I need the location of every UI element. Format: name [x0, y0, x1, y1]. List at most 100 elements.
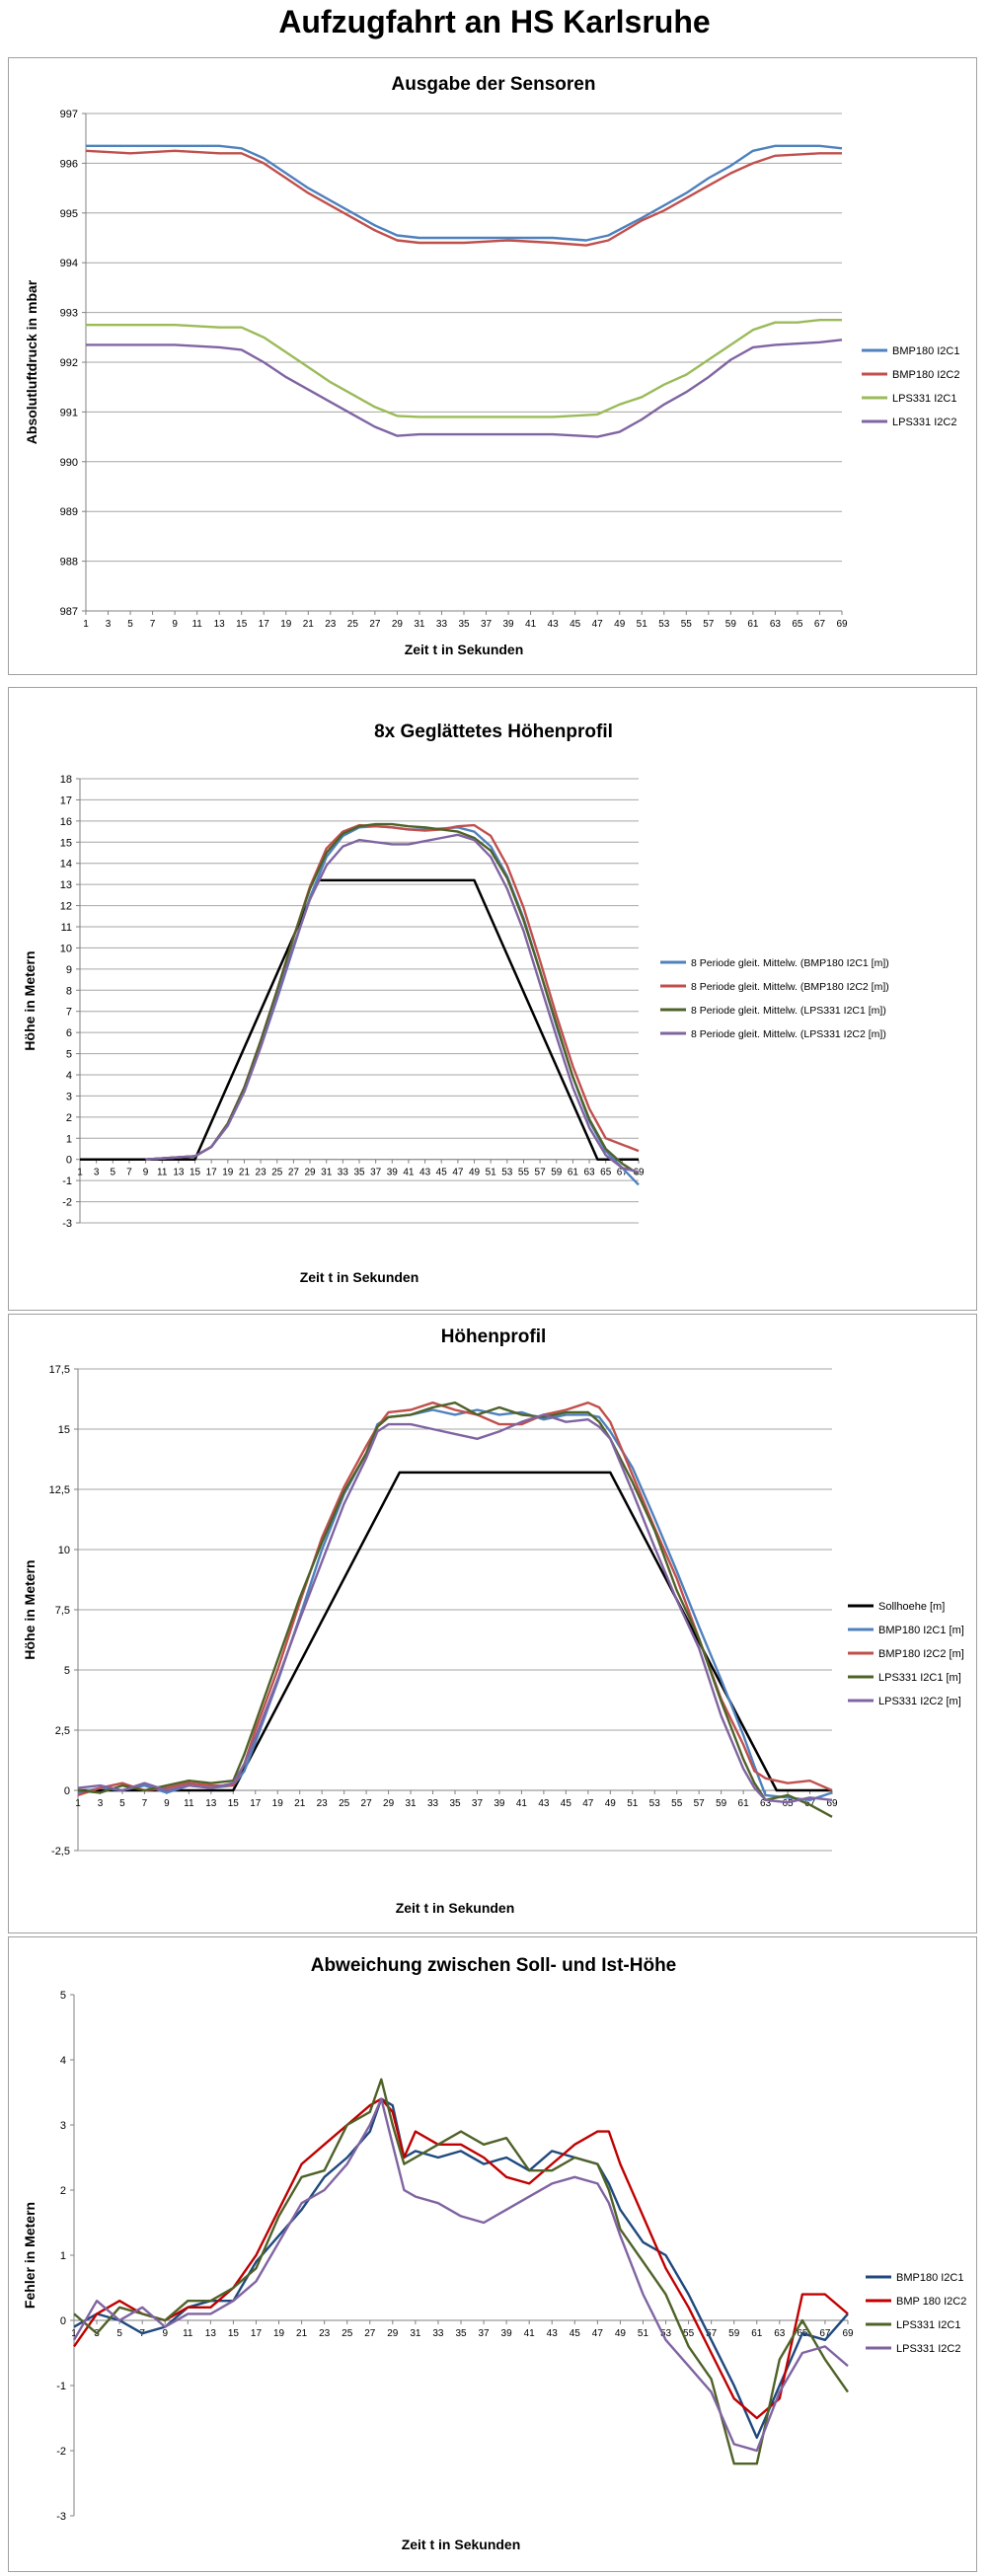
x-tick-label: 11	[157, 1168, 168, 1178]
x-tick-label: 41	[516, 1798, 528, 1809]
series-line-bmp-180-i2c2	[73, 2097, 849, 2420]
x-tick-label: 63	[760, 1798, 772, 1809]
y-tick-label: -3	[62, 1218, 72, 1230]
x-tick-label: 33	[432, 2328, 444, 2339]
x-tick-label: 65	[600, 1168, 612, 1178]
x-tick-label: 7	[142, 1798, 148, 1809]
x-tick-label: 31	[414, 619, 425, 630]
x-tick-label: 69	[633, 1168, 645, 1178]
x-tick-label: 17	[250, 1798, 262, 1809]
x-tick-label: 3	[98, 1798, 104, 1809]
x-tick-label: 21	[296, 2328, 308, 2339]
series-line-bmp180-i2c1-m	[77, 1408, 833, 1801]
x-tick-label: 35	[449, 1798, 461, 1809]
x-tick-label: 57	[703, 619, 715, 630]
legend-entry-lps331-i2c2: LPS331 I2C2	[896, 2343, 960, 2355]
y-tick-label: 992	[60, 357, 78, 369]
y-tick-label: 3	[66, 1091, 72, 1102]
y-tick-label: 15	[58, 1424, 70, 1436]
x-tick-label: 3	[106, 619, 112, 630]
y-tick-label: 991	[60, 407, 78, 418]
legend-entry-sollhoehe-m: Sollhoehe [m]	[878, 1601, 945, 1613]
x-tick-label: 15	[190, 1168, 201, 1178]
chart-title: Abweichung zwischen Soll- und Ist-Höhe	[311, 1955, 677, 1976]
y-tick-label: 6	[66, 1027, 72, 1039]
series-line-reference-0	[80, 878, 639, 1161]
chart-panel-sensor-output: Ausgabe der Sensoren 987 988 989 990 991 992 99…	[8, 57, 977, 675]
series-line-lps331-i2c2	[72, 2097, 849, 2453]
x-tick-label: 5	[119, 1798, 125, 1809]
x-tick-label: 51	[638, 2328, 649, 2339]
x-tick-label: 37	[370, 1168, 382, 1178]
x-tick-label: 37	[481, 619, 493, 630]
x-tick-label: 61	[738, 1798, 750, 1809]
x-tick-label: 27	[369, 619, 381, 630]
x-tick-label: 61	[747, 619, 759, 630]
x-tick-label: 33	[436, 619, 448, 630]
x-tick-label: 25	[342, 2328, 353, 2339]
legend-entry-bmp180-i2c2-m: BMP180 I2C2 [m]	[878, 1648, 964, 1660]
x-tick-label: 55	[518, 1168, 530, 1178]
x-tick-label: 1	[71, 2328, 77, 2339]
x-tick-label: 39	[502, 619, 514, 630]
y-tick-label: 995	[60, 208, 78, 220]
x-tick-label: 21	[294, 1798, 306, 1809]
x-tick-label: 57	[535, 1168, 547, 1178]
series-line-lps331-i2c1-m	[77, 1401, 833, 1818]
x-tick-label: 39	[494, 1798, 505, 1809]
legend-entry-8-periode-gleit-mittelw-lps331-i2c1-m: 8 Periode gleit. Mittelw. (LPS331 I2C1 […	[691, 1005, 886, 1017]
y-tick-label: 12,5	[49, 1484, 70, 1496]
x-tick-label: 21	[239, 1168, 251, 1178]
y-tick-label: 5	[60, 1990, 66, 2002]
legend-entry-bmp-180-i2c2: BMP 180 I2C2	[896, 2296, 966, 2308]
x-tick-label: 41	[524, 2328, 536, 2339]
x-tick-label: 27	[288, 1168, 300, 1178]
y-tick-label: 989	[60, 506, 78, 518]
x-tick-label: 15	[228, 2328, 240, 2339]
y-tick-label: 0	[64, 1785, 70, 1797]
x-tick-label: 33	[427, 1798, 439, 1809]
x-tick-label: 53	[658, 619, 670, 630]
x-tick-label: 39	[501, 2328, 513, 2339]
x-tick-label: 31	[405, 1798, 417, 1809]
x-tick-label: 37	[472, 1798, 484, 1809]
legend-entry-lps331-i2c1: LPS331 I2C1	[896, 2319, 960, 2331]
x-axis-label: Zeit t in Sekunden	[405, 642, 524, 657]
x-tick-label: 9	[172, 619, 178, 630]
x-tick-label: 33	[338, 1168, 349, 1178]
chart-title: Höhenprofil	[441, 1326, 547, 1347]
x-tick-label: 47	[592, 2328, 604, 2339]
legend-entry-bmp180-i2c2: BMP180 I2C2	[892, 369, 959, 381]
x-tick-label: 61	[568, 1168, 579, 1178]
x-tick-label: 53	[649, 1798, 661, 1809]
chart-panel-height-profile: Höhenprofil -2,5 0 2,5 5 7,5 10 12,5 15 17,5 1 3 5 7 9…	[8, 1314, 977, 1933]
x-tick-label: 61	[751, 2328, 763, 2339]
x-tick-label: 35	[353, 1168, 365, 1178]
chart-svg: Ausgabe der Sensoren98798898999099199299…	[24, 74, 959, 657]
y-axis-label: Fehler in Metern	[22, 2202, 38, 2309]
x-tick-label: 19	[272, 1798, 284, 1809]
y-tick-label: -2,5	[51, 1846, 70, 1857]
x-tick-label: 49	[614, 619, 626, 630]
x-tick-label: 67	[814, 619, 826, 630]
y-tick-label: 7	[66, 1007, 72, 1019]
y-tick-label: 993	[60, 308, 78, 320]
y-tick-label: -1	[56, 2381, 66, 2392]
x-tick-label: 37	[478, 2328, 490, 2339]
x-tick-label: 55	[683, 2328, 695, 2339]
legend-entry-lps331-i2c2: LPS331 I2C2	[892, 417, 956, 428]
x-tick-label: 47	[592, 619, 604, 630]
legend-entry-lps331-i2c2-m: LPS331 I2C2 [m]	[878, 1696, 961, 1707]
x-tick-label: 69	[842, 2328, 854, 2339]
y-tick-label: 988	[60, 557, 78, 568]
x-tick-label: 39	[387, 1168, 399, 1178]
x-tick-label: 45	[561, 1798, 572, 1809]
chart-svg: Abweichung zwischen Soll- und Ist-Höhe -3…	[22, 1955, 966, 2552]
series-line-bmp180-i2c2-m	[77, 1401, 833, 1797]
series-line-bmp180-i2c2	[85, 149, 842, 247]
legend-entry-bmp180-i2c1-m: BMP180 I2C1 [m]	[878, 1625, 964, 1636]
series-line-lps331-i2c2	[86, 339, 843, 438]
x-tick-label: 9	[164, 1798, 170, 1809]
y-tick-label: 14	[60, 859, 72, 871]
y-axis-label: Höhe in Metern	[22, 1559, 38, 1659]
